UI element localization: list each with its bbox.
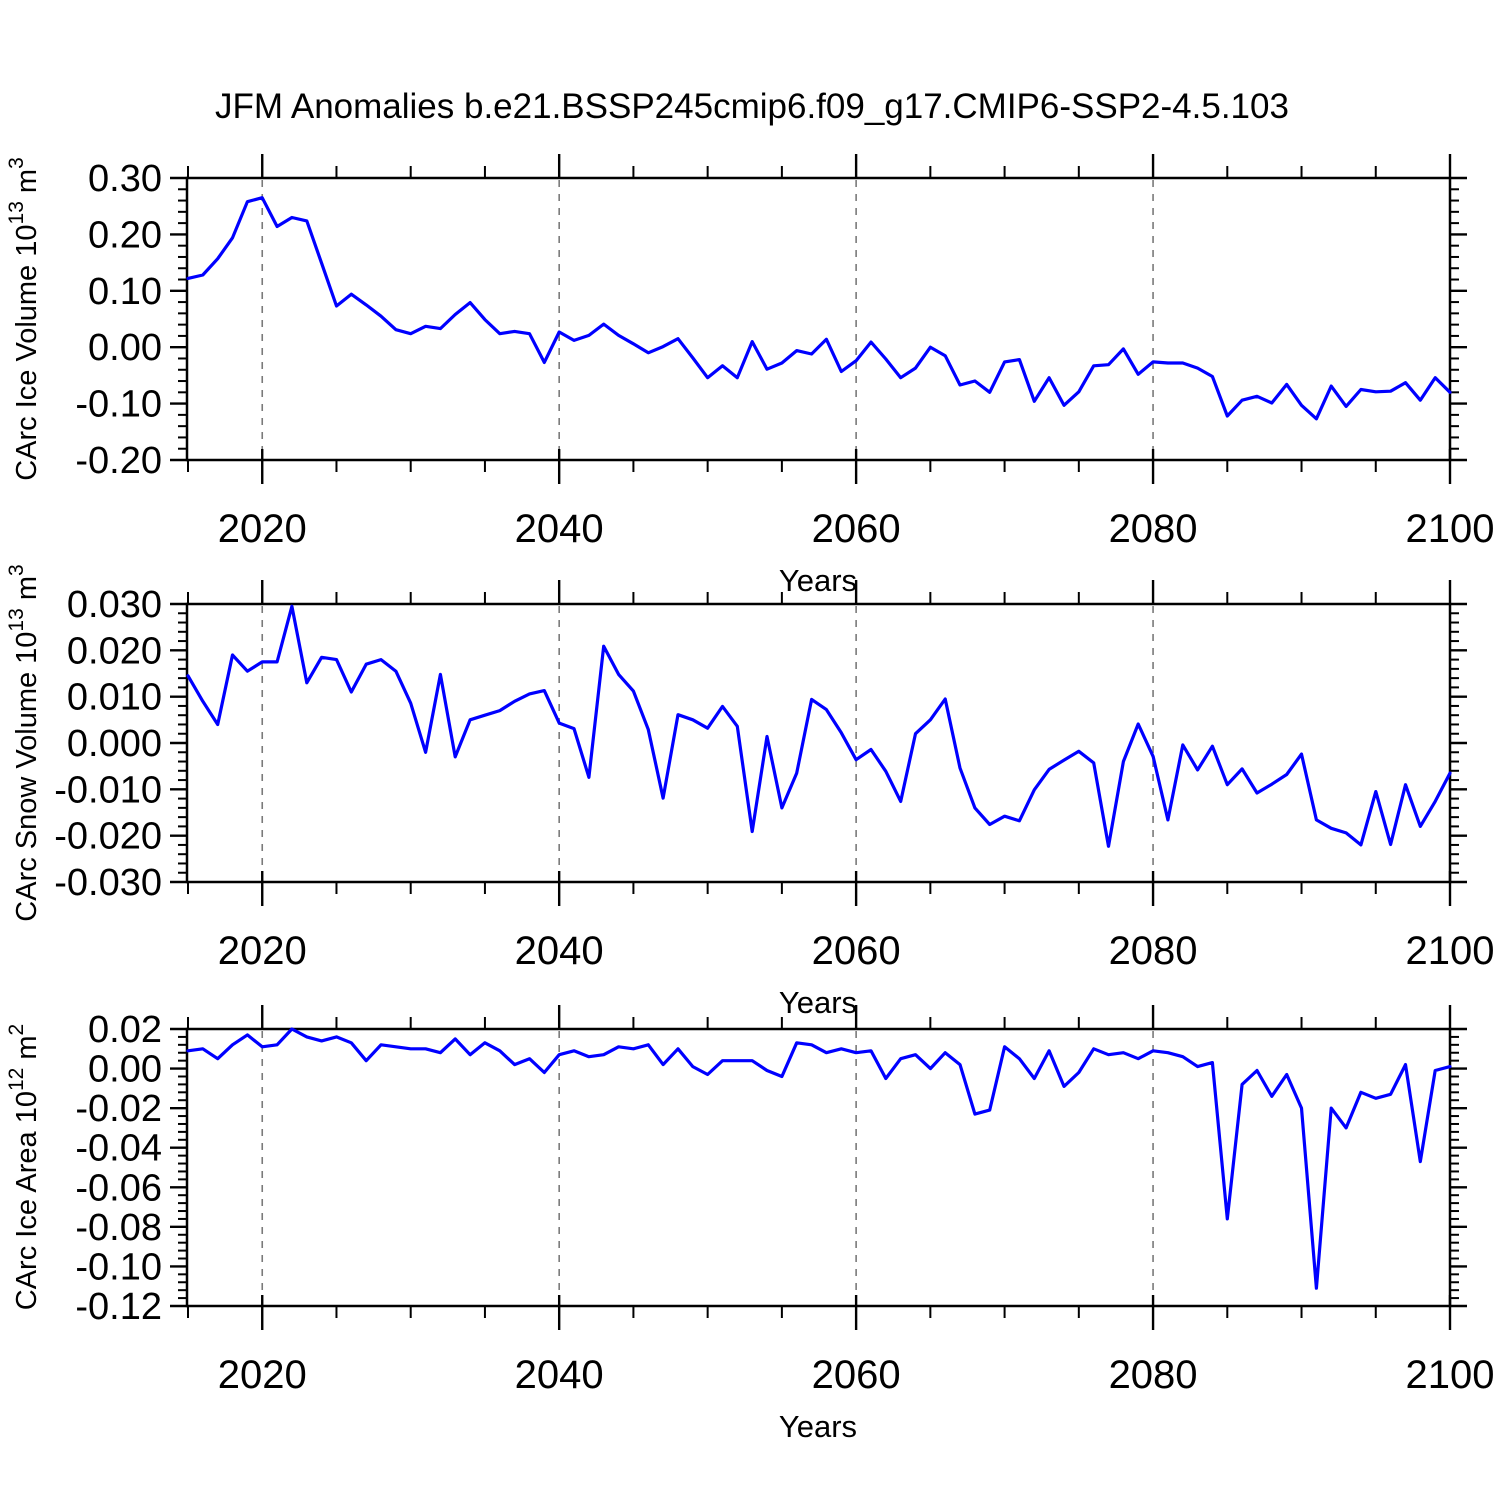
y-axis-label-unit: m [11, 576, 43, 608]
y-tick-label-0.030: 0.030 [67, 584, 162, 626]
x-tick-label-2060: 2060 [812, 929, 901, 973]
y-tick-label--0.030: -0.030 [54, 862, 162, 904]
y-tick-label--0.06: -0.06 [75, 1167, 162, 1209]
y-tick-label--0.08: -0.08 [75, 1207, 162, 1249]
x-tick-label-2100: 2100 [1406, 507, 1495, 551]
y-tick-label-0.00: 0.00 [88, 1049, 162, 1091]
x-tick-label-2020: 2020 [218, 1353, 307, 1397]
y-tick-label--0.10: -0.10 [75, 1246, 162, 1288]
y-tick-label--0.10: -0.10 [75, 384, 162, 426]
carc_ice_area-line [186, 1027, 1452, 1290]
y-tick-label-0.00: 0.00 [88, 327, 162, 369]
y-axis-label-text: CArc Snow Volume 10 [11, 632, 43, 922]
x-tick-label-2100: 2100 [1406, 1353, 1495, 1397]
y-axis-label-unit: m [11, 169, 43, 201]
y-axis-label-unit-exponent: 3 [5, 564, 28, 576]
x-tick-label-2020: 2020 [218, 507, 307, 551]
y-tick-label--0.010: -0.010 [54, 769, 162, 811]
x-tick-label-2060: 2060 [812, 1353, 901, 1397]
y-tick-label--0.12: -0.12 [75, 1286, 162, 1328]
y-tick-label-0.10: 0.10 [88, 271, 162, 313]
y-axis-label-text: CArc Ice Volume 10 [11, 224, 43, 480]
snow-volume-x-axis-label: Years [779, 985, 857, 1020]
y-axis-label-exponent: 12 [5, 1068, 28, 1091]
x-tick-label-2040: 2040 [515, 929, 604, 973]
ice-area-y-axis-label: CArc Ice Area 1012 m2 [5, 1024, 43, 1310]
y-axis-label-unit-exponent: 2 [5, 1024, 28, 1036]
y-tick-label--0.04: -0.04 [75, 1128, 162, 1170]
panel-border [185, 176, 1452, 462]
y-tick-label-0.30: 0.30 [88, 158, 162, 200]
y-axis-label-text: CArc Ice Area 10 [11, 1091, 43, 1310]
ice-area-x-axis-label: Years [779, 1409, 857, 1444]
y-tick-label-0.020: 0.020 [67, 630, 162, 672]
x-tick-label-2040: 2040 [515, 507, 604, 551]
y-axis-label-unit: m [11, 1035, 43, 1067]
x-tick-label-2100: 2100 [1406, 929, 1495, 973]
panel-border [185, 602, 1452, 884]
x-tick-label-2080: 2080 [1109, 1353, 1198, 1397]
y-axis-label-unit-exponent: 3 [5, 157, 28, 169]
x-tick-label-2080: 2080 [1109, 929, 1198, 973]
x-tick-label-2060: 2060 [812, 507, 901, 551]
y-tick-label--0.020: -0.020 [54, 816, 162, 858]
y-tick-label-0.000: 0.000 [67, 723, 162, 765]
y-axis-label-exponent: 13 [5, 201, 28, 224]
y-tick-label-0.20: 0.20 [88, 214, 162, 256]
y-axis-label-exponent: 13 [5, 608, 28, 631]
ice-volume-plot-area: 2020 2040 2060 2080 2100 0.30 0.20 0.10 0.00 -0.1… [75, 154, 1494, 551]
y-tick-label-0.010: 0.010 [67, 677, 162, 719]
x-tick-label-2040: 2040 [515, 1353, 604, 1397]
ice-volume-x-axis-label: Years [779, 563, 857, 598]
x-tick-label-2020: 2020 [218, 929, 307, 973]
x-tick-label-2080: 2080 [1109, 507, 1198, 551]
ice-volume-y-axis-label: CArc Ice Volume 1013 m3 [5, 157, 43, 481]
y-tick-label-0.02: 0.02 [88, 1009, 162, 1051]
ice-volume-panel: 2020 2040 2060 2080 2100 0.30 0.20 0.10 0.00 -0.1… [5, 154, 1494, 598]
y-tick-label--0.02: -0.02 [75, 1088, 162, 1130]
ice-area-panel: 2020 2040 2060 2080 21000.020.00-0.02-0.04-0… [5, 1005, 1494, 1444]
chart-title: JFM Anomalies b.e21.BSSP245cmip6.f09_g17… [215, 87, 1289, 126]
carc_snow_volume-line [186, 604, 1452, 848]
y-tick-label--0.20: -0.20 [75, 440, 162, 482]
carc_ice_volume-line [186, 196, 1452, 421]
ice-area-plot-area: 2020 2040 2060 2080 21000.020.00-0.02-0.04-0… [75, 1005, 1494, 1397]
panel-border [185, 1027, 1452, 1308]
snow-volume-y-axis-label: CArc Snow Volume 1013 m3 [5, 564, 43, 921]
